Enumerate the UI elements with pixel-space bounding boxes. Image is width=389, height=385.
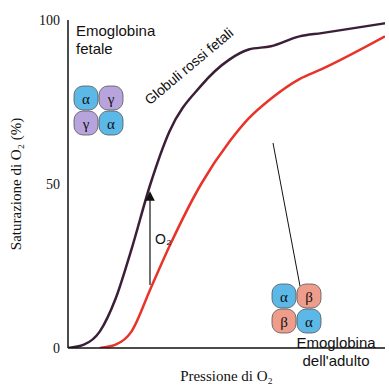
svg-text:Pressione di O₂: Pressione di O₂ — [180, 368, 273, 384]
svg-text:Globuli rossi fetali: Globuli rossi fetali — [141, 25, 236, 108]
svg-text:O₂: O₂ — [155, 231, 171, 247]
svg-text:γ: γ — [107, 91, 115, 107]
svg-text:Saturazione di O₂ (%): Saturazione di O₂ (%) — [8, 118, 25, 250]
svg-text:100: 100 — [39, 13, 60, 28]
svg-text:β: β — [305, 289, 313, 305]
svg-text:α: α — [107, 116, 115, 132]
svg-text:50: 50 — [46, 177, 60, 192]
svg-text:0: 0 — [53, 341, 60, 356]
svg-text:α: α — [280, 289, 288, 305]
svg-text:γ: γ — [82, 116, 90, 132]
svg-text:β: β — [280, 314, 288, 330]
svg-text:Emoglobinadell'adulto: Emoglobinadell'adulto — [296, 334, 376, 369]
svg-text:α: α — [82, 91, 90, 107]
svg-text:α: α — [305, 314, 313, 330]
svg-text:Emoglobinafetale: Emoglobinafetale — [76, 22, 156, 57]
